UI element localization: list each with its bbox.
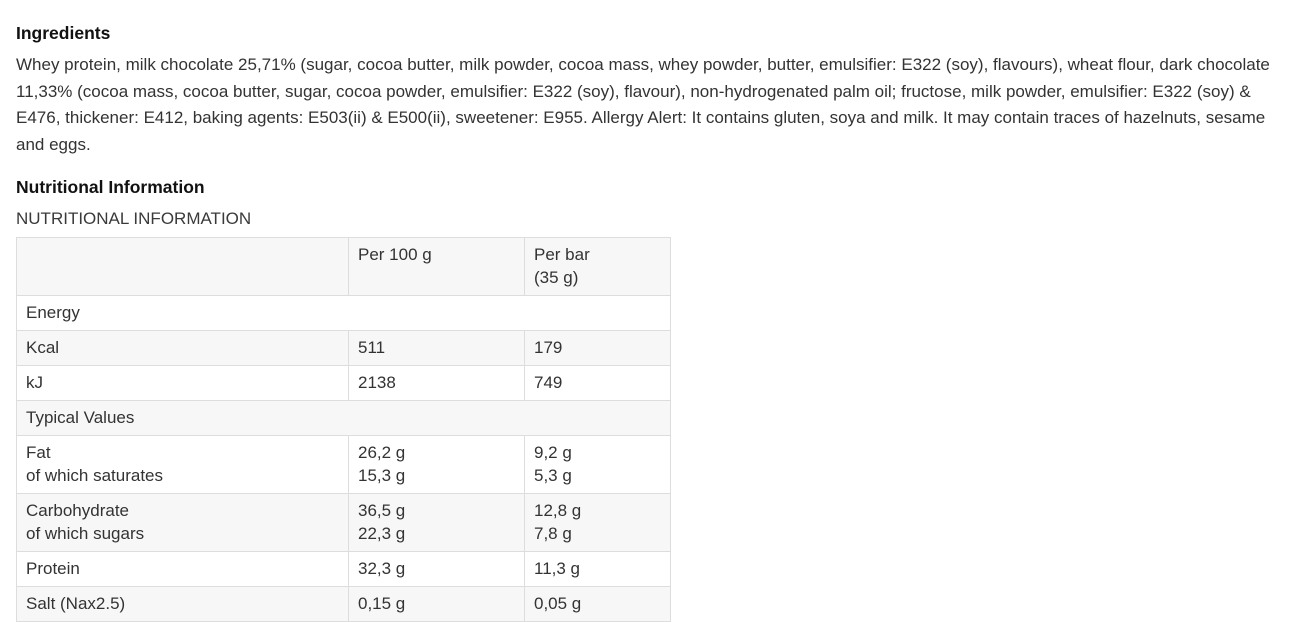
ingredients-heading: Ingredients: [16, 23, 111, 43]
table-row-kcal: Kcal 511 179: [16, 330, 671, 366]
table-row-protein: Protein 32,3 g 11,3 g: [16, 551, 671, 587]
row-per-100g: 2138: [348, 365, 525, 401]
table-row-salt: Salt (Nax2.5) 0,15 g 0,05 g: [16, 586, 671, 622]
row-per-100g: 36,5 g 22,3 g: [348, 493, 525, 552]
nutrition-table-caption: NUTRITIONAL INFORMATION: [16, 209, 252, 228]
row-per-bar: 179: [524, 330, 671, 366]
row-per-bar: 12,8 g 7,8 g: [524, 493, 671, 552]
header-cell-blank: [16, 237, 349, 296]
row-per-bar: 9,2 g 5,3 g: [524, 435, 671, 494]
section-label: Typical Values: [16, 400, 671, 436]
row-per-bar: 749: [524, 365, 671, 401]
row-label: Fat of which saturates: [16, 435, 349, 494]
nutrition-heading: Nutritional Information: [16, 177, 205, 197]
row-label: kJ: [16, 365, 349, 401]
section-label: Energy: [16, 295, 671, 331]
row-per-bar: 11,3 g: [524, 551, 671, 587]
row-label: Protein: [16, 551, 349, 587]
row-per-100g: 511: [348, 330, 525, 366]
row-label: Salt (Nax2.5): [16, 586, 349, 622]
row-label: Carbohydrate of which sugars: [16, 493, 349, 552]
row-label: Kcal: [16, 330, 349, 366]
section-row-energy: Energy: [16, 295, 671, 331]
table-row-kj: kJ 2138 749: [16, 365, 671, 401]
nutrition-table-header-row: Per 100 g Per bar (35 g): [16, 237, 671, 296]
row-per-bar: 0,05 g: [524, 586, 671, 622]
header-cell-per-100g: Per 100 g: [348, 237, 525, 296]
ingredients-text: Whey protein, milk chocolate 25,71% (sug…: [16, 55, 1270, 154]
table-row-carbohydrate: Carbohydrate of which sugars 36,5 g 22,3…: [16, 493, 671, 552]
row-per-100g: 26,2 g 15,3 g: [348, 435, 525, 494]
section-row-typical-values: Typical Values: [16, 400, 671, 436]
row-per-100g: 32,3 g: [348, 551, 525, 587]
header-cell-per-bar: Per bar (35 g): [524, 237, 671, 296]
row-per-100g: 0,15 g: [348, 586, 525, 622]
table-row-fat: Fat of which saturates 26,2 g 15,3 g 9,2…: [16, 435, 671, 494]
nutrition-table: Per 100 g Per bar (35 g) Energy Kcal 511…: [16, 237, 671, 622]
